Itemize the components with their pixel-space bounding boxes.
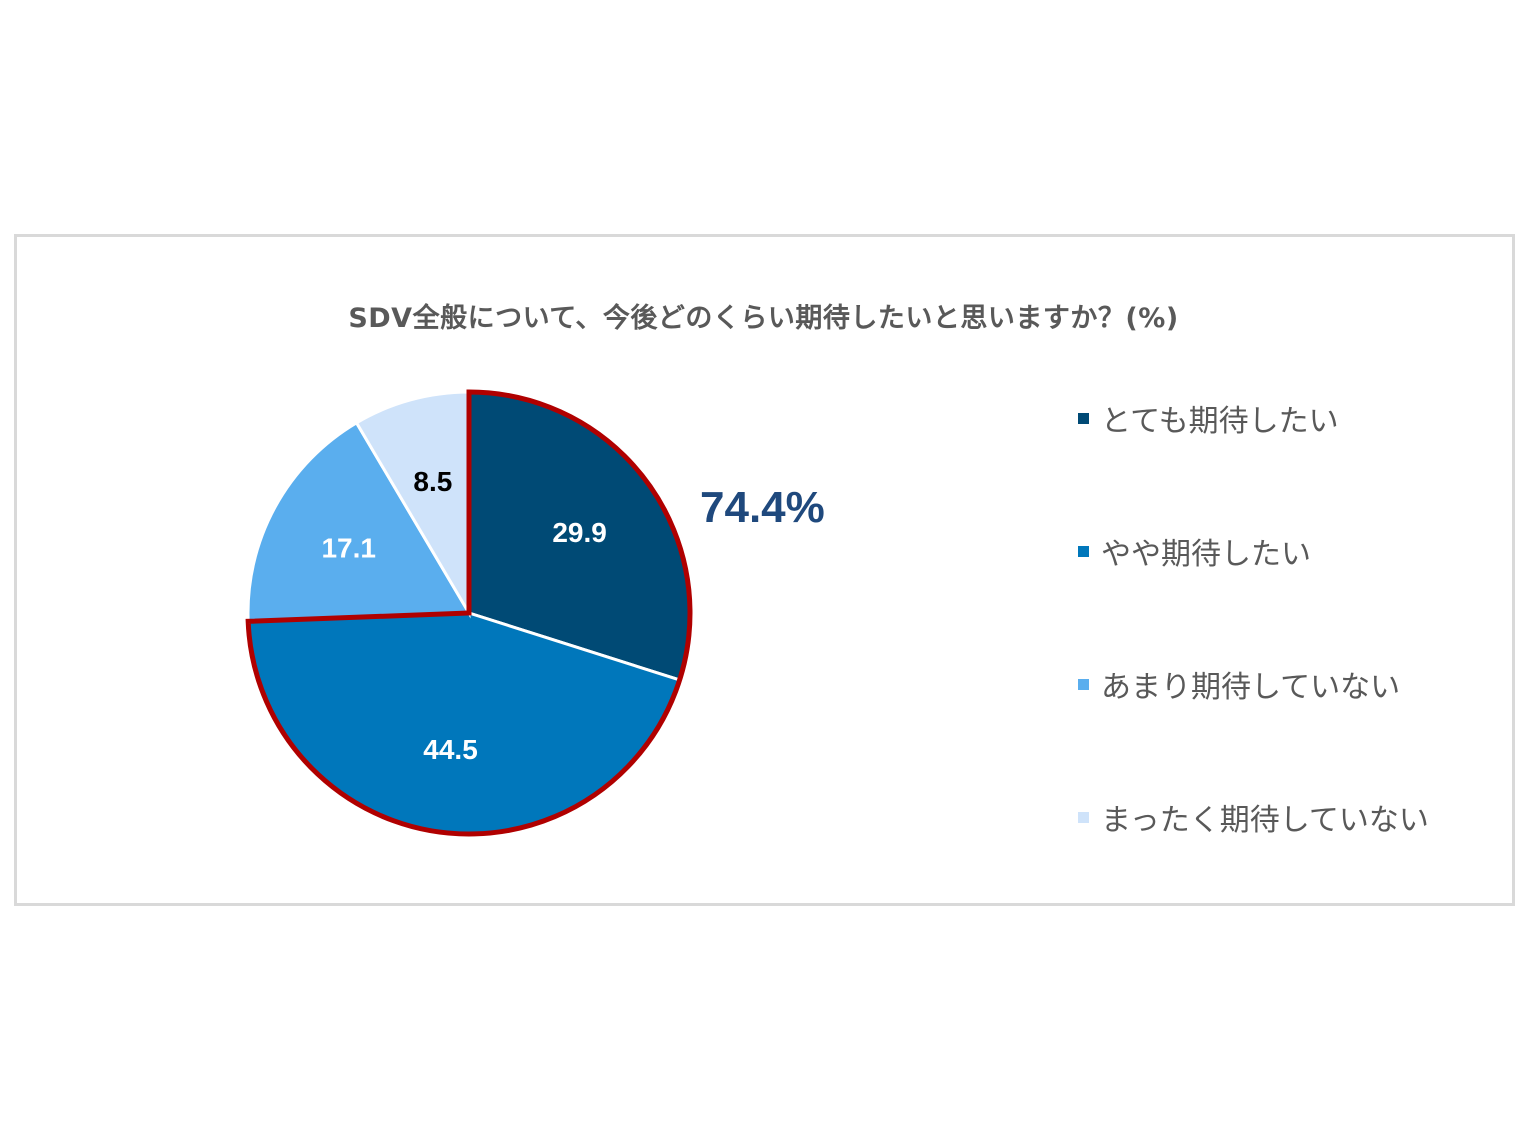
- legend-item-1: とても期待したい: [1078, 396, 1339, 440]
- legend-swatch: [1078, 811, 1089, 823]
- pie-slice-3: [246, 420, 472, 623]
- slice-value-label-1: 29.9: [552, 517, 607, 548]
- legend-label: とても期待したい: [1101, 404, 1339, 439]
- legend-label: まったく期待していない: [1101, 803, 1429, 838]
- highlight-total-label: 74.4%: [700, 483, 825, 532]
- legend-label: あまり期待していない: [1101, 670, 1401, 705]
- legend-label: やや期待したい: [1101, 537, 1311, 572]
- pie-slice-4: [354, 390, 471, 619]
- legend-item-3: あまり期待していない: [1078, 662, 1400, 706]
- legend-swatch: [1078, 678, 1089, 690]
- legend-swatch: [1078, 545, 1089, 557]
- slice-value-label-2: 44.5: [423, 734, 478, 765]
- legend-item-4: まったく期待していない: [1078, 795, 1429, 839]
- legend-item-2: やや期待したい: [1078, 529, 1311, 573]
- slice-value-label-3: 17.1: [321, 532, 376, 563]
- chart-title: SDV全般について、今後どのくらい期待したいと思いますか？(%): [348, 303, 1179, 334]
- legend-swatch: [1078, 412, 1089, 424]
- highlight-outline: [245, 389, 693, 837]
- slice-value-label-4: 8.5: [413, 466, 452, 497]
